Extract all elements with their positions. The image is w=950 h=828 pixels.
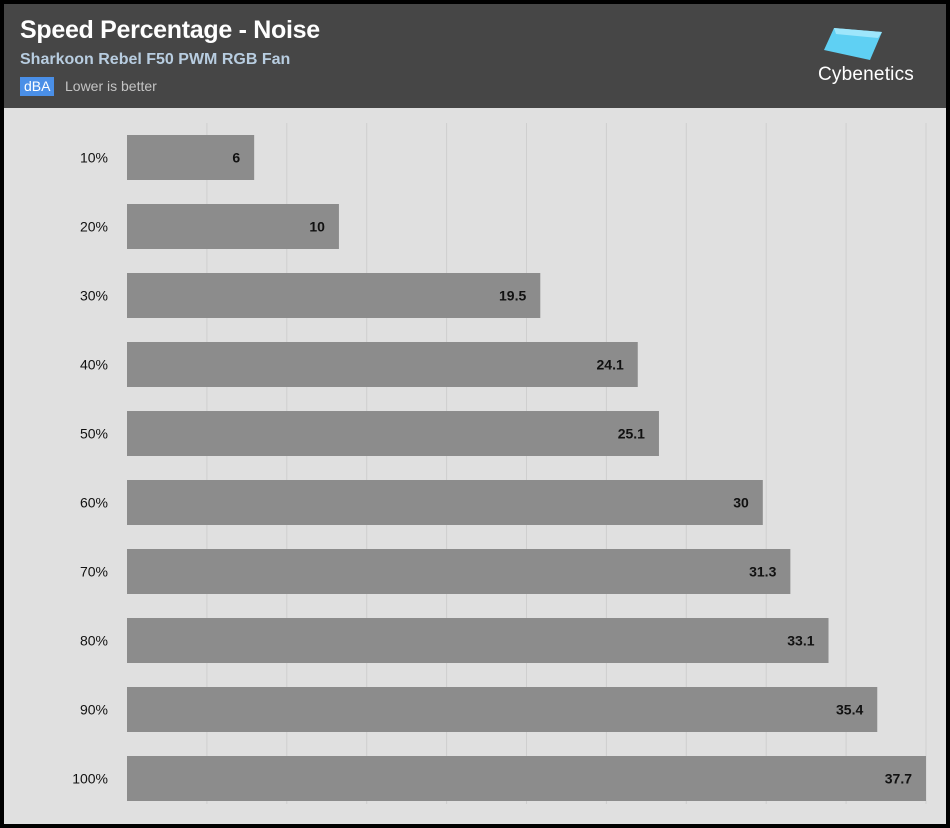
value-label: 24.1: [597, 357, 624, 373]
bar: [127, 204, 339, 249]
category-label: 10%: [80, 150, 108, 166]
chart-subtitle: Sharkoon Rebel F50 PWM RGB Fan: [20, 51, 291, 68]
bar: [127, 273, 541, 318]
bar: [127, 411, 659, 456]
category-label: 60%: [80, 495, 108, 511]
lower-is-better-note: Lower is better: [65, 78, 157, 94]
brand-name: Cybenetics: [818, 64, 914, 85]
bar: [127, 135, 255, 180]
value-label: 19.5: [499, 288, 526, 304]
value-label: 30: [733, 495, 749, 511]
category-label: 80%: [80, 633, 108, 649]
value-label: 37.7: [885, 771, 912, 787]
value-label: 33.1: [787, 633, 814, 649]
value-label: 31.3: [749, 564, 776, 580]
bar: [127, 756, 926, 801]
category-label: 90%: [80, 702, 108, 718]
category-label: 30%: [80, 288, 108, 304]
bar-chart: 10% 6 20% 10 30% 19.5 40% 24.1 50% 25.1 60% 30 70% 31…: [72, 123, 927, 804]
cybenetics-cube-icon: [824, 28, 882, 60]
cybenetics-logo: Cybenetics: [816, 22, 916, 85]
bar: [127, 549, 791, 594]
unit-badge: dBA: [20, 77, 55, 96]
chart-header: Speed Percentage - Noise Sharkoon Rebel …: [4, 4, 946, 108]
bar: [127, 618, 829, 663]
value-label: 10: [309, 219, 325, 235]
bar: [127, 687, 878, 732]
value-label: 6: [232, 150, 240, 166]
category-label: 40%: [80, 357, 108, 373]
bar: [127, 342, 638, 387]
chart-frame: Speed Percentage - Noise Sharkoon Rebel …: [4, 4, 946, 824]
category-label: 100%: [72, 771, 108, 787]
bar: [127, 480, 763, 525]
category-label: 50%: [80, 426, 108, 442]
value-label: 25.1: [618, 426, 645, 442]
category-label: 70%: [80, 564, 108, 580]
value-label: 35.4: [836, 702, 863, 718]
category-label: 20%: [80, 219, 108, 235]
chart-title: Speed Percentage - Noise: [20, 16, 320, 44]
